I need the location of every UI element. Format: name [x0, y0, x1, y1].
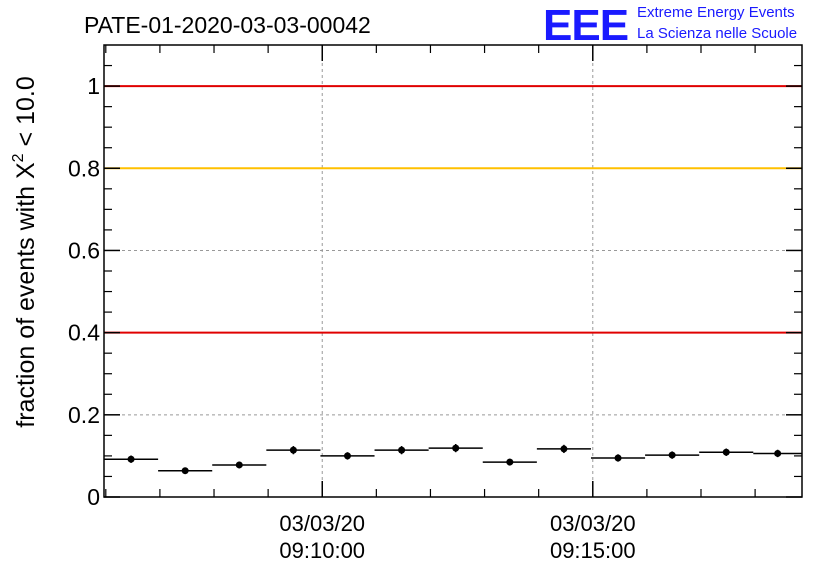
y-tick-label: 0.4 [68, 320, 100, 346]
data-point [212, 461, 267, 469]
data-point-marker [774, 449, 782, 457]
data-point [590, 454, 646, 462]
y-axis-label: fraction of events with X2 < 10.0 [10, 76, 40, 427]
y-axis-label-symbol: X [12, 162, 40, 179]
data-point-marker [560, 445, 568, 453]
plot-frame [103, 44, 803, 498]
data-point [753, 449, 802, 458]
data-point-marker [506, 458, 514, 466]
y-tick-label: 1 [87, 73, 100, 99]
data-point [374, 446, 429, 455]
data-point-marker [127, 455, 135, 463]
data-point [428, 443, 483, 453]
data-point-marker [235, 461, 243, 469]
data-point [645, 451, 700, 459]
y-tick-label: 0.8 [68, 155, 100, 181]
org-name-line1: Extreme Energy Events [637, 4, 795, 21]
data-point-marker [343, 452, 351, 460]
axis-ticks [104, 45, 802, 498]
data-point-marker [614, 454, 622, 462]
y-axis-label-suffix: < 10.0 [12, 76, 40, 153]
reference-lines [104, 85, 802, 334]
y-axis-label-sup: 2 [10, 153, 27, 162]
data-point-marker [722, 448, 730, 456]
run-title: PATE-01-2020-03-03-00042 [84, 12, 371, 38]
data-point-marker [289, 446, 297, 454]
eee-logo: EEE [543, 1, 629, 50]
y-tick-label: 0.6 [68, 237, 100, 263]
data-point [699, 448, 754, 456]
data-point-marker [668, 451, 676, 459]
data-point [158, 467, 213, 475]
org-name-line2: La Scienza nelle Scuole [637, 25, 797, 42]
y-tick-label: 0 [87, 484, 100, 510]
data-point [536, 444, 591, 454]
grid-lines [104, 45, 802, 497]
data-point [482, 458, 537, 466]
data-point [266, 446, 321, 455]
eee-logo-text: EEE [543, 1, 628, 50]
x-tick-time-label: 09:10:00 [279, 538, 365, 563]
data-point [104, 455, 159, 463]
data-points [104, 443, 802, 475]
data-point-marker [181, 467, 189, 475]
tick-labels: 00.20.40.60.8103/03/2009:10:0003/03/2009… [68, 73, 636, 563]
data-point [320, 452, 375, 460]
x-tick-date-label: 03/03/20 [279, 511, 365, 536]
data-point-marker [398, 446, 406, 454]
x-tick-time-label: 09:15:00 [550, 538, 636, 563]
x-tick-date-label: 03/03/20 [550, 511, 636, 536]
y-axis-label-prefix: fraction of events with [12, 179, 40, 428]
y-tick-label: 0.2 [68, 402, 100, 428]
data-point-marker [452, 444, 460, 452]
